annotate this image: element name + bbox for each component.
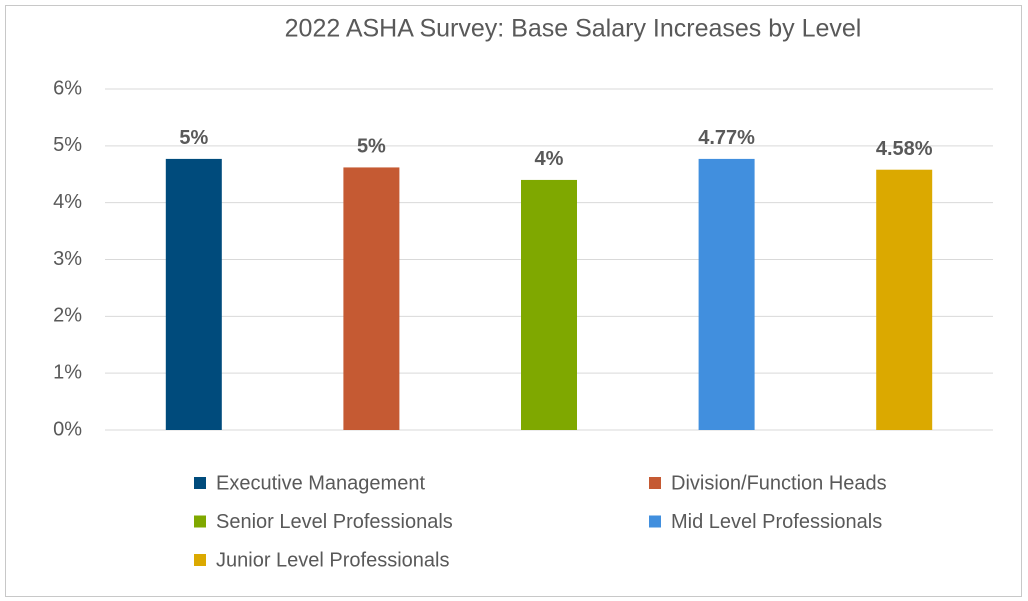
value-label: 5% [179,127,208,149]
bar [698,158,755,430]
legend-swatch [194,554,206,566]
legend-label: Executive Management [216,472,425,494]
y-tick-label: 5% [53,134,82,156]
legend-swatch [194,477,206,489]
bar [343,167,400,430]
bar [876,169,933,430]
legend-label: Mid Level Professionals [671,511,882,533]
y-tick-label: 2% [53,305,82,327]
bar [165,158,222,430]
legend-swatch [194,515,206,528]
value-label: 4.58% [876,138,933,160]
y-tick-label: 1% [53,361,82,383]
legend-label: Junior Level Professionals [216,549,449,571]
chart-title: 2022 ASHA Survey: Base Salary Increases … [285,15,862,43]
legend-swatch [649,515,661,528]
legend-label: Division/Function Heads [671,472,887,494]
y-tick-label: 3% [53,248,82,270]
bar [521,179,577,430]
value-label: 5% [357,136,386,158]
y-tick-label: 6% [53,77,82,99]
chart-border [5,5,1022,597]
value-label: 4% [535,148,564,170]
legend-swatch [649,477,661,489]
legend-label: Senior Level Professionals [216,511,453,533]
y-tick-label: 0% [53,418,82,440]
y-tick-label: 4% [53,191,82,213]
value-label: 4.77% [698,127,755,149]
